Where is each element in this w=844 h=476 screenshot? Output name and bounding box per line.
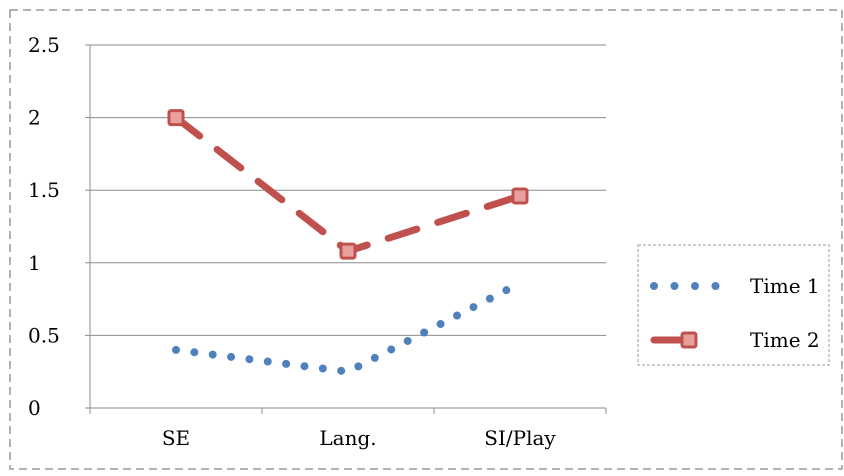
x-tick-label: SI/Play: [484, 426, 556, 450]
y-tick-labels: 0 0.5 1 1.5 2 2.5: [28, 33, 60, 420]
y-tick-label: 0.5: [28, 323, 60, 347]
series-lines: [167, 109, 529, 376]
y-tick-label: 0: [28, 396, 41, 420]
legend-box: [637, 244, 830, 366]
y-tick-label: 2: [28, 106, 41, 130]
x-tick-label: Lang.: [319, 426, 376, 450]
axes: [85, 44, 607, 414]
y-tick-label: 1: [28, 251, 41, 275]
chart-frame: [9, 9, 843, 470]
series-marker-time-2: [511, 187, 529, 205]
legend-label: Time 2: [750, 328, 820, 352]
series-marker-time-2: [339, 242, 357, 260]
series-marker-time-2: [167, 109, 185, 127]
x-tick-label: SE: [162, 426, 190, 450]
legend-marker-time-2: [680, 331, 698, 349]
legend: Time 1 Time 2: [637, 244, 830, 366]
series-line-time-1: [172, 279, 524, 376]
x-tick-labels: SE Lang. SI/Play: [162, 426, 557, 450]
y-tick-label: 1.5: [28, 178, 60, 202]
legend-label: Time 1: [750, 274, 820, 298]
y-tick-label: 2.5: [28, 33, 60, 57]
